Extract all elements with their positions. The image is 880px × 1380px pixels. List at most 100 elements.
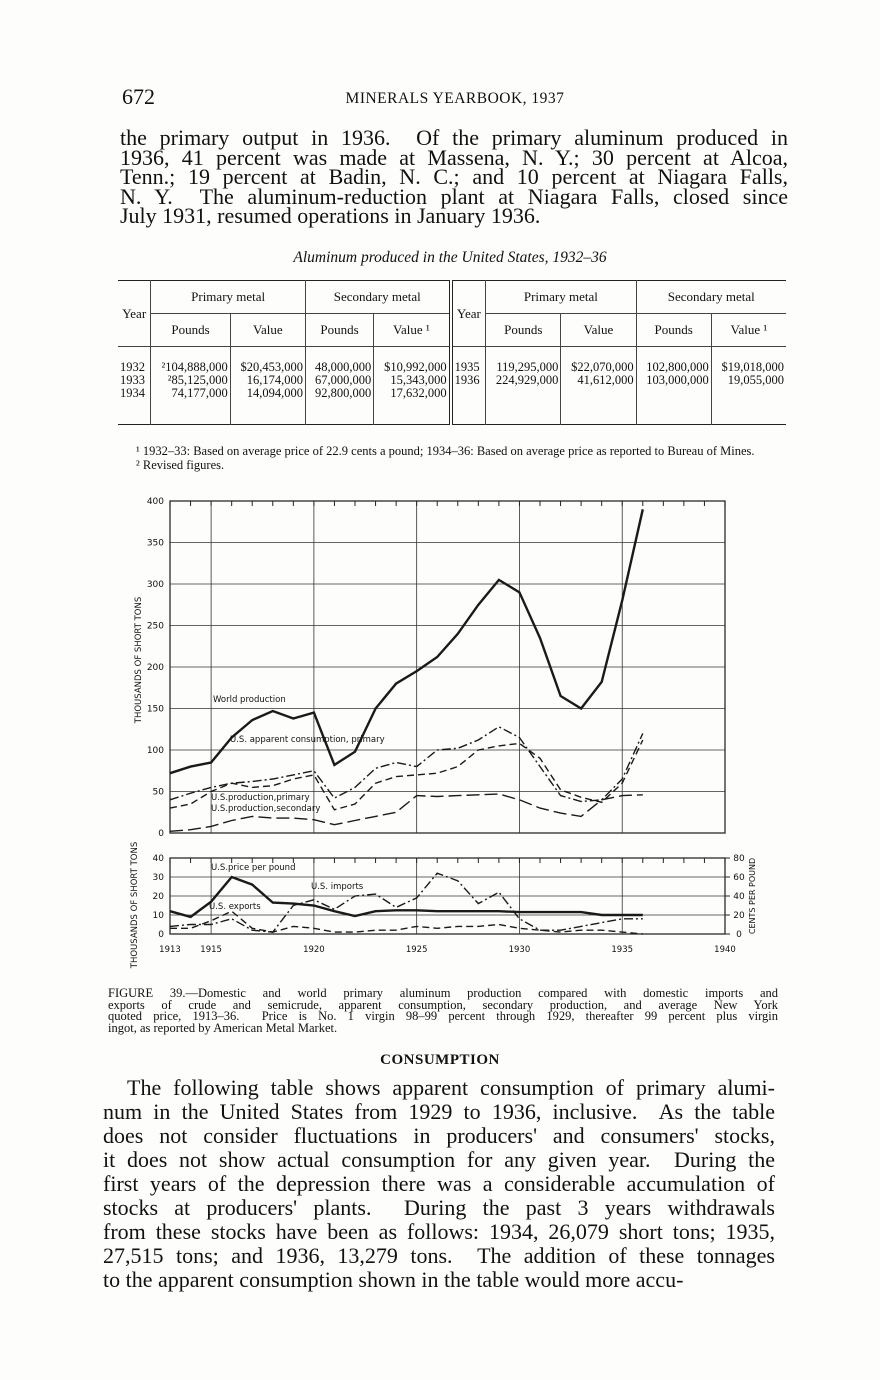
text-line: num in the United States from 1929 to 19… [103,1099,775,1124]
footnote: ¹ 1932–33: Based on average price of 22.… [136,444,755,458]
y-tick-label: 0 [158,930,164,940]
y2-tick-label: 0 [736,930,742,940]
column-header: Primary metal [485,280,637,314]
table-cell [560,387,637,425]
table-cell: 16,174,000 [230,374,306,387]
column-header: Secondary metal [636,280,786,314]
y-tick-label: 50 [153,788,165,798]
series-label: U.S. exports [209,902,261,912]
text-line: FIGURE 39.—Domestic and world primary al… [108,986,778,1000]
footnote: ² Revised figures. [136,458,225,472]
text-line: to the apparent consumption shown in the… [103,1267,684,1292]
table-cell: 224,929,000 [485,374,562,387]
paragraph: The following table shows apparent consu… [103,1076,775,1292]
series-line [169,875,643,919]
y-tick-label: 350 [147,539,164,549]
table-cell: 1932 [118,346,152,374]
x-tick-label: 1920 [303,945,325,955]
series-line [170,910,643,935]
table-title: Aluminum produced in the United States, … [293,249,607,266]
table-cell: 74,177,000 [150,387,231,425]
table-cell: ²104,888,000 [150,346,231,374]
y-tick-label: 250 [147,622,164,632]
table-cell: 1933 [118,374,152,387]
text-line: it does not show actual consumption for … [103,1147,775,1172]
x-tick-label: 1940 [714,945,736,955]
y2-tick-label: 80 [733,854,745,864]
column-header: Pounds [485,313,562,347]
table-cell: 67,000,000 [305,374,375,387]
y-tick-label: 10 [153,911,165,921]
footnotes: ¹ 1932–33: Based on average price of 22.… [118,444,786,472]
series-label: World production [213,695,286,705]
running-title: MINERALS YEARBOOK, 1937 [345,90,565,107]
table-cell: 17,632,000 [373,387,453,425]
table-cell: $19,018,000 [721,360,785,374]
table-cell: 103,000,000 [636,374,712,387]
paragraph: the primary output in 1936. Of the prima… [120,125,788,228]
series-line [169,793,643,832]
column-header: Pounds [305,313,375,347]
x-tick-label: 1935 [611,945,633,955]
x-tick-label: 1925 [406,945,428,955]
column-header: Primary metal [150,280,306,314]
header-row: Pounds Value Pounds Value ¹ Pounds Value Pound… [118,313,786,347]
y-tick-label: 400 [147,497,164,507]
table-cell: ²85,125,000 [150,374,231,387]
y-tick-label: 300 [147,580,164,590]
y-axis-title: THOUSANDS OF SHORT TONS [130,842,140,969]
series-label: U.S. imports [311,882,364,892]
column-header: Pounds [636,313,712,347]
table-cell: 1934 [118,387,152,425]
x-tick-label: 1930 [509,945,531,955]
y-tick-label: 200 [147,663,164,673]
column-header: Secondary metal [305,280,453,314]
series-line [169,509,644,775]
figure-caption: FIGURE 39.—Domestic and world primary al… [108,986,778,1035]
series-line [169,725,644,803]
column-header: Value ¹ [373,313,453,347]
column-header: Pounds [150,313,231,347]
table-cell: $10,992,000 [373,346,453,374]
y2-tick-label: 20 [733,911,745,921]
text-line: Tenn.; 19 percent at Badin, N. C.; and 1… [120,164,788,189]
table-cell: 1935 [450,346,487,374]
text-line: exports of crude and semicrude, apparent… [108,997,778,1012]
text-line: the primary output in 1936. Of the prima… [120,125,788,150]
column-header: Value [230,313,306,347]
table-cell: 1936 [450,374,487,387]
x-tick-label: 1913 [159,945,181,955]
table-cell: 102,800,000 [636,346,712,374]
text-line: July 1931, resumed operations in January… [120,203,541,228]
y2-axis-title: CENTS PER POUND [748,858,757,934]
table-cell: 41,612,000 [560,374,637,387]
y-tick-label: 100 [147,746,164,756]
page-number: 672 [122,84,155,109]
column-header: Value ¹ [711,313,786,347]
table-cell: 15,343,000 [373,374,453,387]
table-cell: $22,070,000 [560,346,637,374]
y-axis-title: THOUSANDS OF SHORT TONS [134,597,144,724]
text-line: from these stocks have been as follows: … [103,1219,775,1244]
header-row: Year Primary metal Secondary metal Year Prim… [118,280,786,347]
section-heading: CONSUMPTION [380,1052,500,1068]
y-tick-label: 0 [158,829,164,839]
table-cell: $20,453,000 [230,346,306,374]
table-cell [450,387,487,425]
y-tick-label: 40 [153,854,165,864]
text-line: ingot, as reported by American Metal Mar… [108,1020,338,1035]
text-line: quoted price, 1913–36. Price is No. 1 vi… [108,1009,778,1023]
column-header: Value [560,313,637,347]
data-table: Year Primary metal Secondary metal Year Prim… [118,280,786,425]
text-line: stocks at producers' plants. During the … [103,1195,775,1220]
text-line: does not consider fluctuations in produc… [103,1123,775,1148]
table-cell [485,387,562,425]
y2-tick-label: 40 [733,892,745,902]
table-cell: 14,094,000 [230,387,306,425]
table-row: 1934 74,177,000 14,094,000 92,800,000 17,632… [118,387,786,425]
column-header: Year [118,280,152,347]
series-label: U.S.production,primary [211,793,310,803]
series-label: U.S.production,secondary [211,804,320,814]
series-label: U.S.price per pound [211,863,295,873]
